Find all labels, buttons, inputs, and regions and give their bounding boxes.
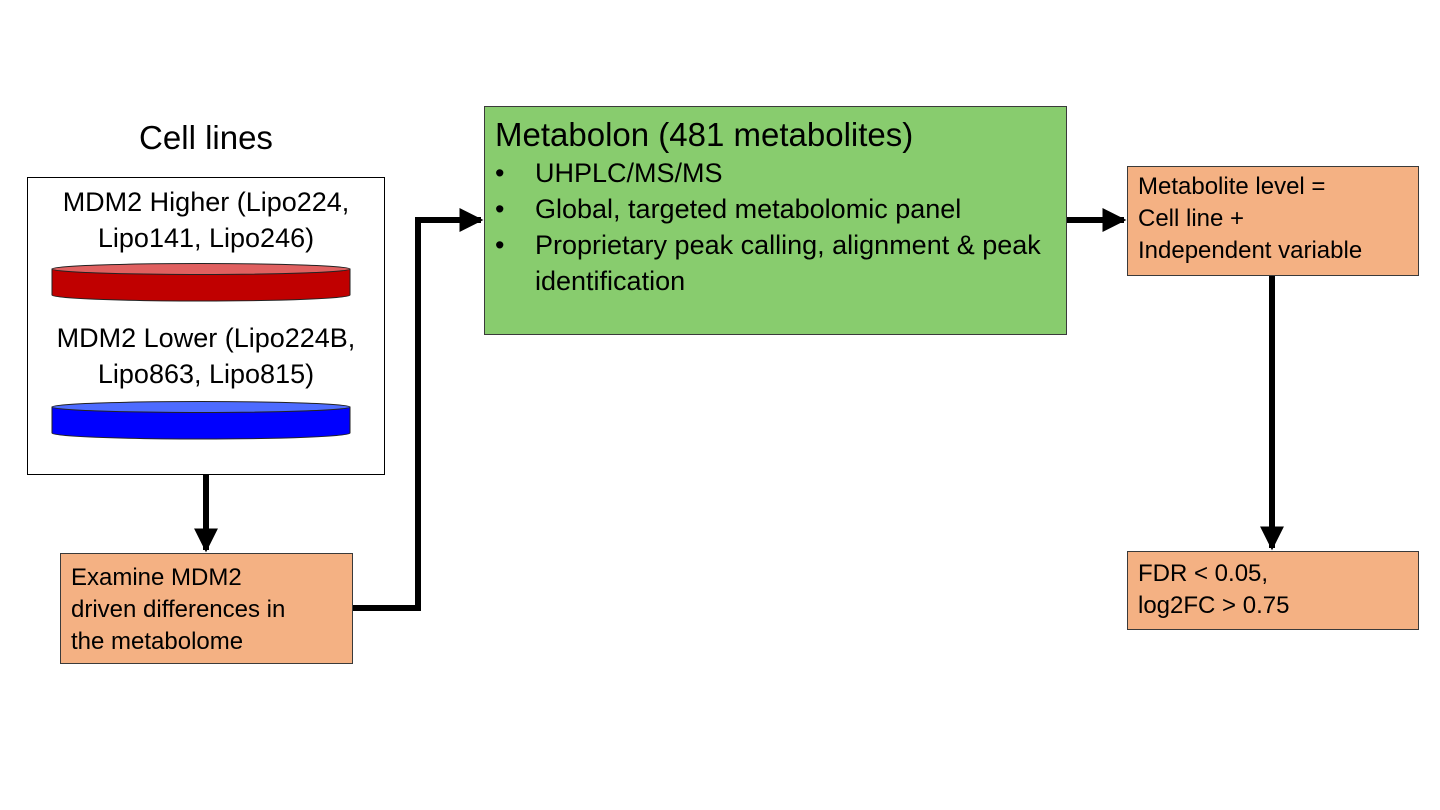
examine-mdm2-box: Examine MDM2 driven differences in the m… [60, 553, 353, 664]
mdm2-higher-dish-icon [51, 263, 351, 302]
metabolon-item: • UHPLC/MS/MS [495, 155, 1056, 191]
bullet-icon: • [495, 230, 505, 260]
metabolon-item-text: Global, targeted metabolomic panel [535, 194, 962, 224]
metabolon-item-text: UHPLC/MS/MS [535, 158, 723, 188]
metabolon-item-text: Proprietary peak calling, alignment & pe… [535, 230, 1041, 296]
mdm2-higher-label: MDM2 Higher (Lipo224, Lipo141, Lipo246) [62, 187, 350, 253]
metabolite-level-box: Metabolite level = Cell line + Independe… [1127, 166, 1419, 276]
metabolon-box: Metabolon (481 metabolites) • UHPLC/MS/M… [484, 106, 1067, 335]
mdm2-lower-label: MDM2 Lower (Lipo224B, Lipo863, Lipo815) [56, 323, 356, 389]
bullet-icon: • [495, 158, 505, 188]
cell-lines-box: MDM2 Higher (Lipo224, Lipo141, Lipo246) … [27, 177, 385, 475]
metabolon-title: Metabolon (481 metabolites) [495, 116, 914, 153]
fdr-threshold-box: FDR < 0.05, log2FC > 0.75 [1127, 551, 1419, 630]
cell-lines-title: Cell lines [139, 119, 273, 156]
mdm2-lower-dish-icon [51, 401, 351, 440]
bullet-icon: • [495, 194, 505, 224]
metabolon-list: • UHPLC/MS/MS • Global, targeted metabol… [495, 155, 1056, 299]
metabolon-item: • Proprietary peak calling, alignment & … [495, 227, 1056, 299]
metabolon-item: • Global, targeted metabolomic panel [495, 191, 1056, 227]
